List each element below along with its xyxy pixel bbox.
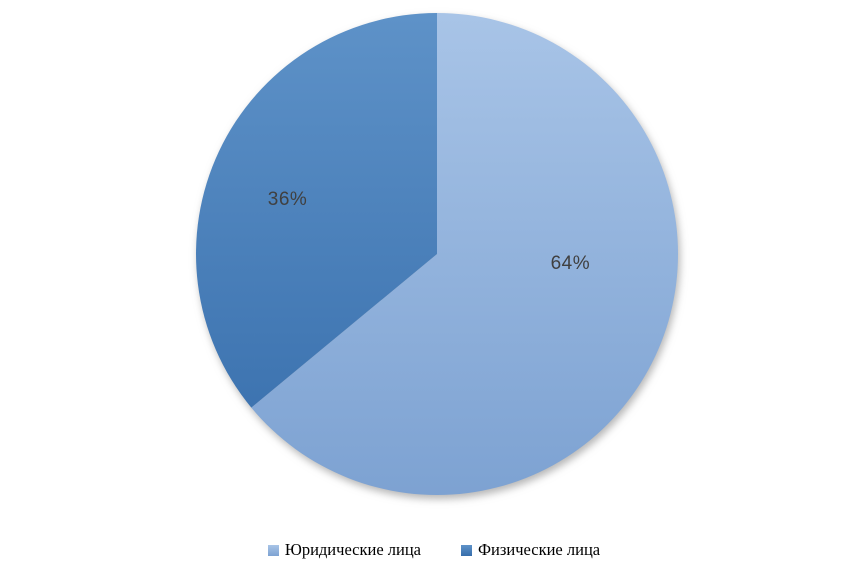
legend-item-individuals: Физические лица (461, 540, 600, 560)
legend-swatch-light-icon (267, 544, 279, 556)
legend: Юридические лица Физические лица (0, 540, 868, 560)
legend-item-legal-entities: Юридические лица (267, 540, 422, 560)
legend-swatch-dark-icon (461, 544, 473, 556)
data-label-legal-entities: 64% (550, 253, 591, 275)
legend-label: Физические лица (478, 540, 601, 559)
pie-slice (196, 13, 437, 408)
pie-slice (251, 13, 679, 495)
legend-label: Юридические лица (284, 540, 422, 559)
data-label-individuals: 36% (267, 188, 308, 210)
